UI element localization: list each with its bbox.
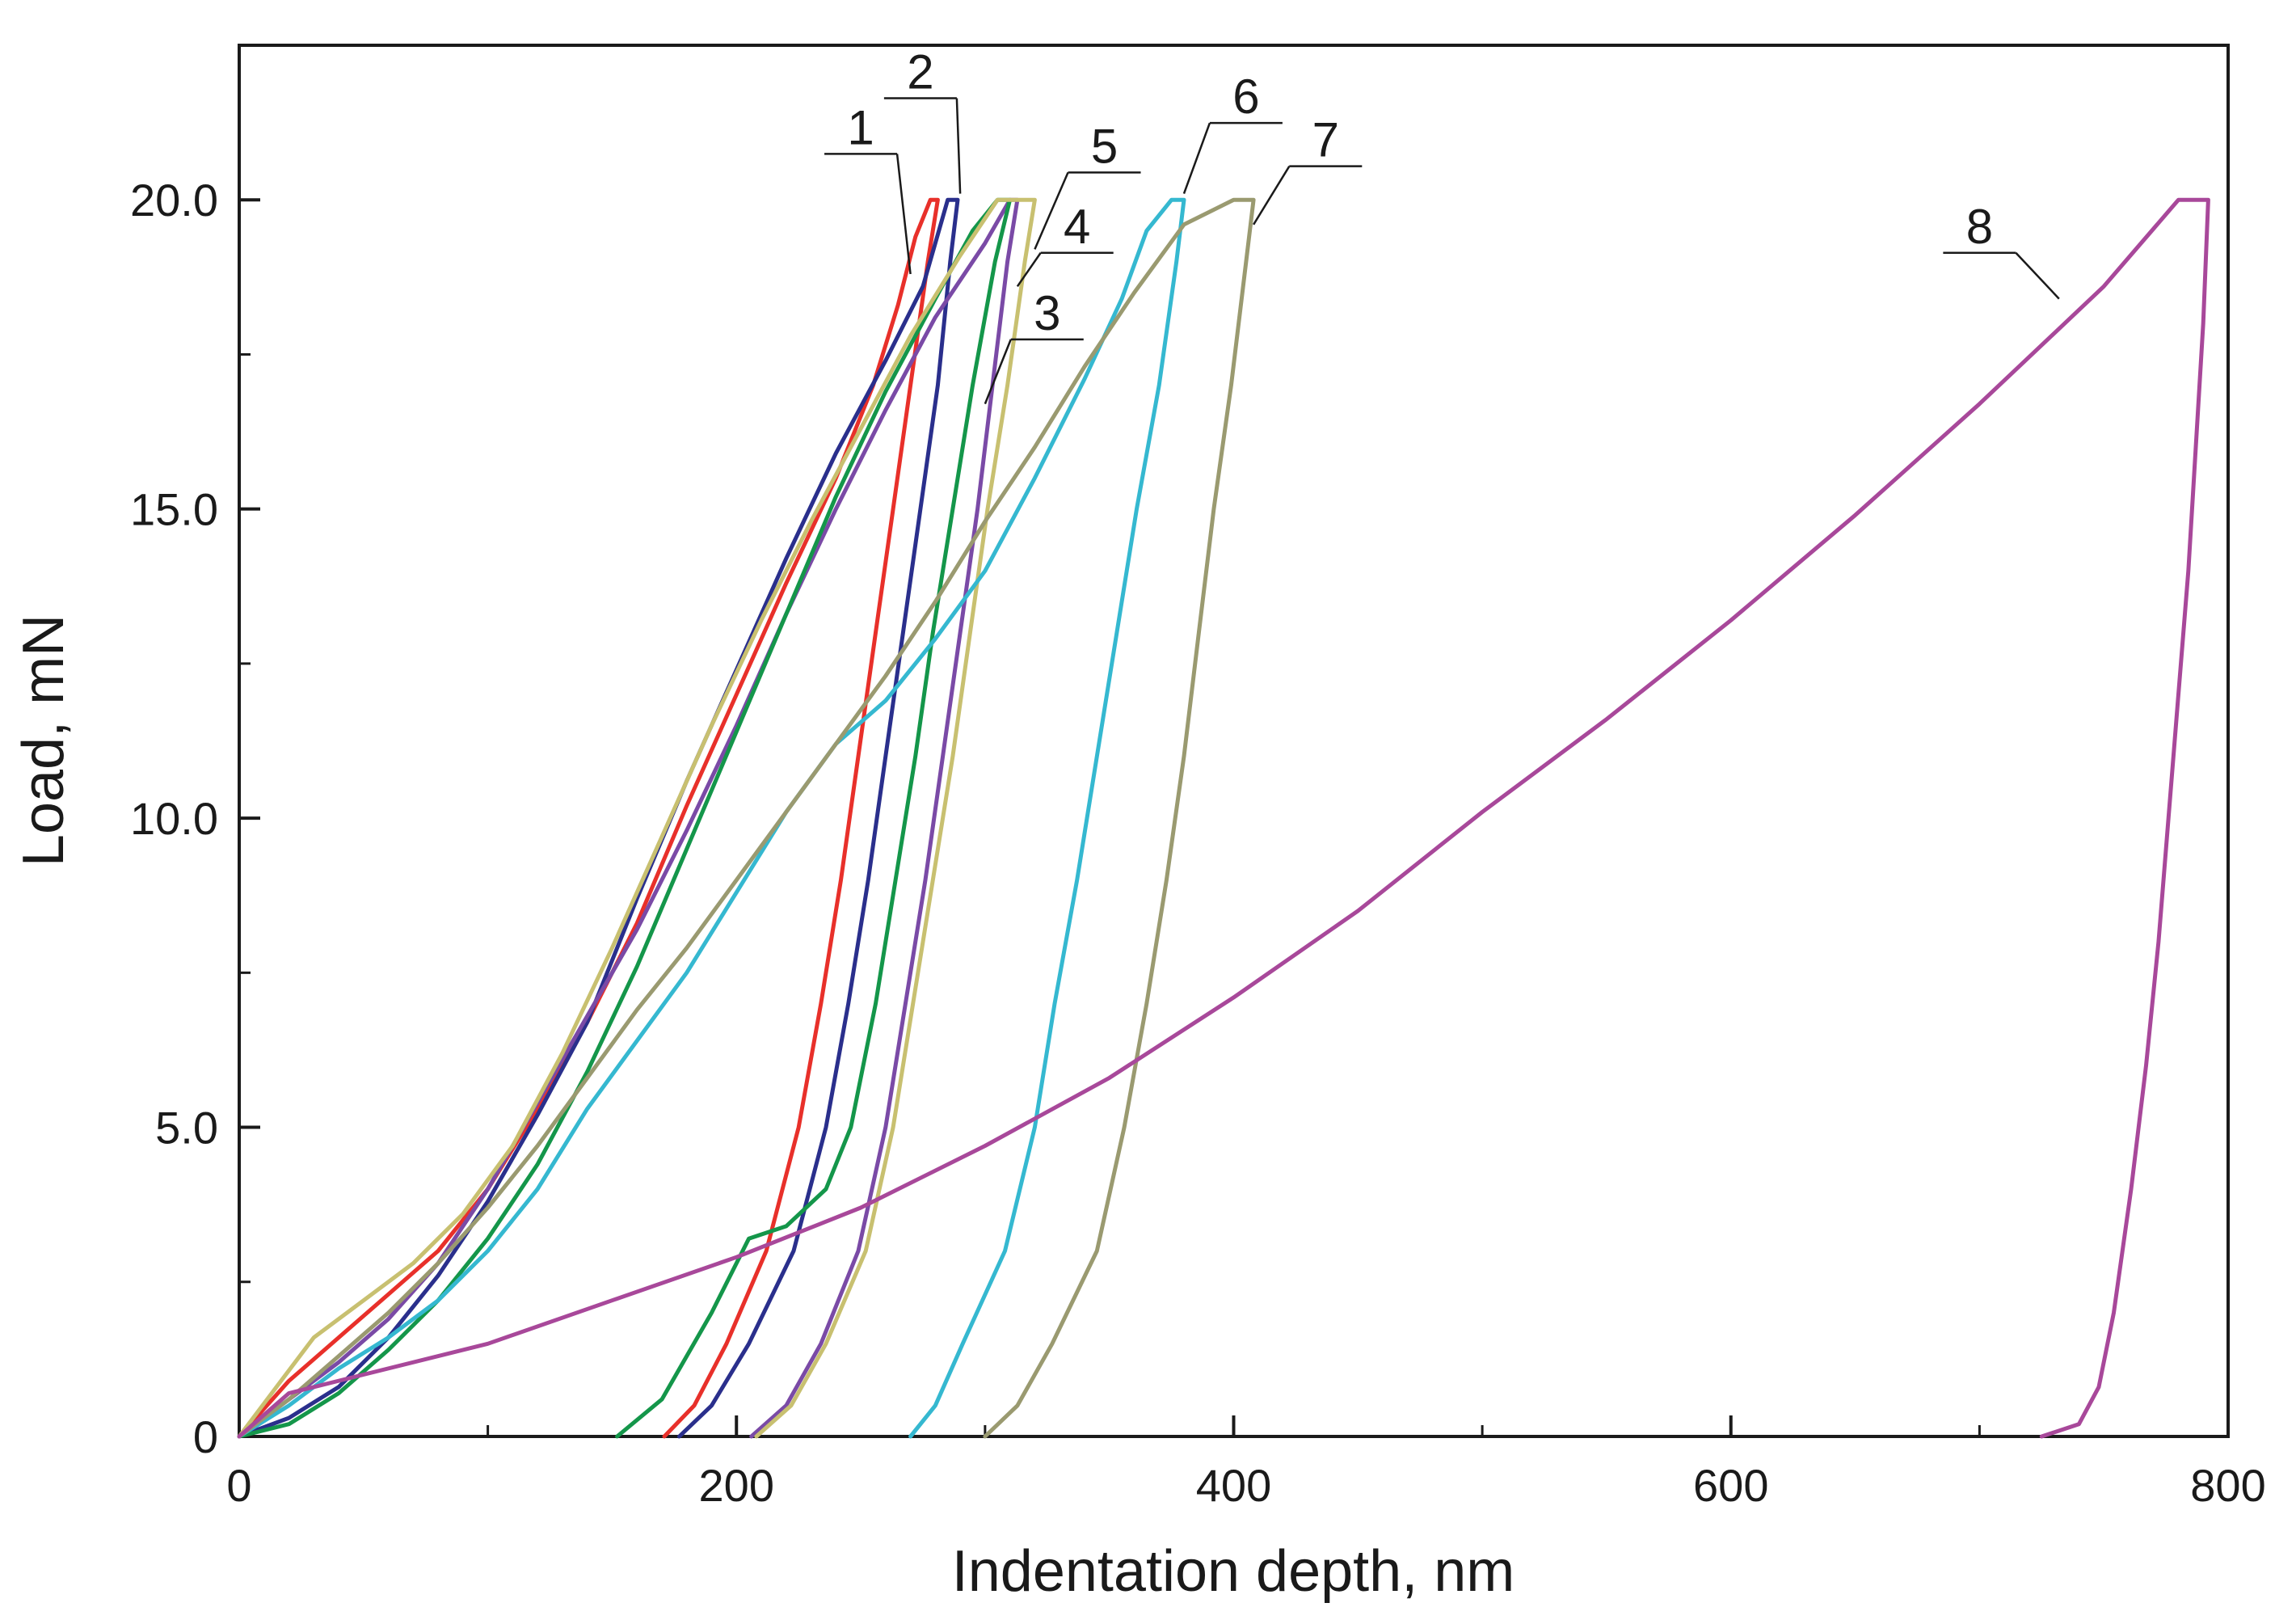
curve-label-4: 4 — [1064, 200, 1090, 254]
series-3-line — [237, 197, 1020, 1439]
series-8-line — [237, 197, 2210, 1439]
x-tick-label: 600 — [1693, 1460, 1768, 1511]
leader-line — [1253, 166, 1291, 226]
y-tick-label: 15.0 — [130, 484, 218, 535]
curve-label-5: 5 — [1091, 119, 1118, 173]
leader-line — [895, 154, 912, 275]
y-tick-label: 10.0 — [130, 793, 218, 844]
leader-line — [984, 339, 1012, 405]
x-tick-label: 200 — [699, 1460, 774, 1511]
leader-line — [955, 98, 962, 194]
series-5-line — [237, 197, 1037, 1439]
y-tick-label: 0 — [193, 1411, 218, 1462]
leader-line — [1182, 122, 1211, 195]
series-7-line — [237, 197, 1256, 1439]
x-axis-title: Indentation depth, nm — [952, 1539, 1515, 1604]
x-tick-label: 0 — [226, 1460, 251, 1511]
leader-line — [1034, 171, 1069, 250]
curve-label-1: 1 — [847, 100, 874, 154]
leader-line — [1016, 252, 1042, 288]
series-4-line — [237, 197, 1013, 1439]
curve-label-7: 7 — [1312, 113, 1339, 167]
y-axis-title: Load, mN — [11, 614, 76, 867]
plot-frame — [238, 44, 2230, 1438]
series-6-line — [237, 197, 1186, 1439]
y-axis: 0 5.0 10.0 15.0 20.0 — [130, 175, 260, 1462]
curve-label-6: 6 — [1232, 70, 1259, 124]
x-axis: 0 200 400 600 800 — [226, 1415, 2266, 1511]
curve-label-3: 3 — [1034, 286, 1060, 340]
series-1-line — [237, 197, 940, 1439]
y-tick-label: 20.0 — [130, 175, 218, 226]
series-group — [237, 197, 2210, 1439]
leader-line — [2015, 251, 2060, 300]
curve-label-8: 8 — [1966, 200, 1993, 254]
x-tick-label: 800 — [2190, 1460, 2265, 1511]
curve-label-2: 2 — [907, 45, 933, 99]
y-tick-label: 5.0 — [155, 1103, 218, 1154]
x-tick-label: 400 — [1196, 1460, 1271, 1511]
